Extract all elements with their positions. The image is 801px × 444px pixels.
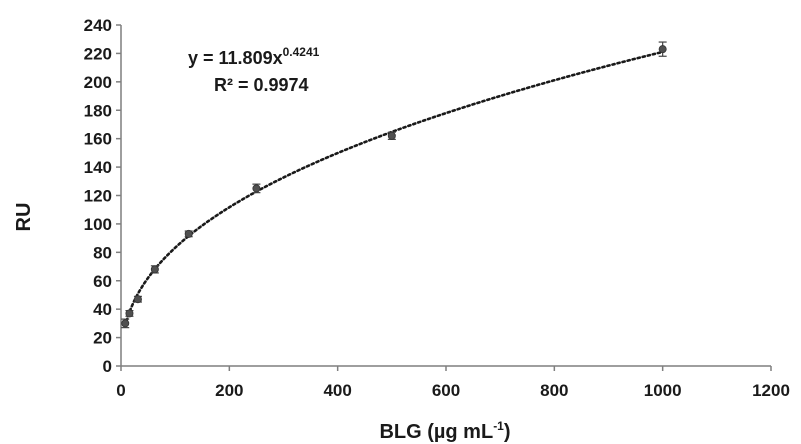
x-tick-label: 200 [215, 381, 243, 400]
trendline-equation-main: y = 11.809x [188, 48, 283, 68]
y-tick-label: 180 [84, 101, 112, 120]
y-tick-label: 100 [84, 215, 112, 234]
trendline-equation: y = 11.809x0.4241 [188, 45, 320, 68]
y-tick-label: 40 [93, 300, 112, 319]
data-point [150, 265, 159, 274]
x-axis-title-main: BLG (µg mL [379, 421, 493, 443]
x-tick-label: 1000 [644, 381, 682, 400]
trendline-group [123, 50, 664, 328]
y-tick-label: 120 [84, 187, 112, 206]
y-tick-label: 220 [84, 44, 112, 63]
y-tick-label: 20 [93, 329, 112, 348]
y-tick-label: 200 [84, 73, 112, 92]
y-tick-label: 240 [84, 16, 112, 35]
x-tick-label: 1200 [752, 381, 790, 400]
data-point [658, 45, 667, 54]
y-ticks: 0 20 40 60 80 100 120 140 160 180 200 220 240 [84, 16, 121, 376]
data-point [133, 295, 142, 304]
x-axis-title: BLG (µg mL-1) [379, 419, 510, 443]
trendline-equation-exponent: 0.4241 [283, 45, 320, 59]
x-axis-title-close: ) [504, 421, 511, 443]
y-tick-label: 140 [84, 158, 112, 177]
data-point [184, 229, 193, 238]
data-point [125, 309, 134, 318]
trendline-curve [123, 50, 664, 328]
x-axis-title-sup: -1 [493, 419, 504, 433]
data-point [252, 184, 261, 193]
x-tick-label: 800 [540, 381, 568, 400]
y-tick-label: 160 [84, 130, 112, 149]
x-tick-label: 400 [323, 381, 351, 400]
data-points [121, 41, 667, 329]
x-tick-label: 600 [432, 381, 460, 400]
y-tick-label: 60 [93, 272, 112, 291]
data-point [387, 131, 396, 140]
data-point [121, 319, 130, 328]
y-axis-title: RU [13, 203, 35, 232]
x-ticks: 0 200 400 600 800 1000 1200 [116, 366, 790, 400]
x-tick-label: 0 [116, 381, 125, 400]
y-tick-label: 80 [93, 243, 112, 262]
y-tick-label: 0 [103, 357, 112, 376]
trendline-r-squared: R² = 0.9974 [214, 75, 309, 95]
